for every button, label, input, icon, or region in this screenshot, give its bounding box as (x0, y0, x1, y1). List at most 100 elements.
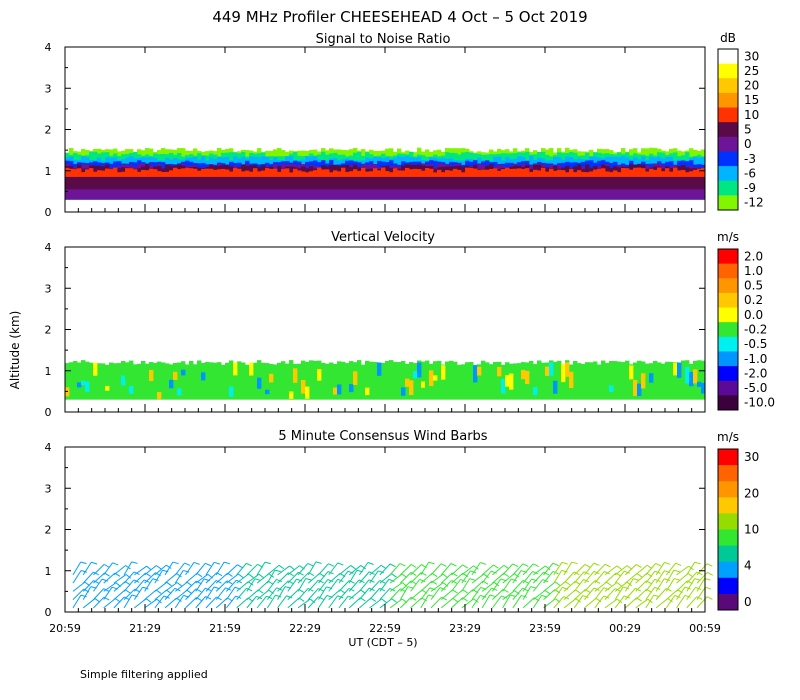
data-cell (565, 360, 570, 400)
wind-barb (440, 580, 452, 592)
colorbar-label: -5.0 (744, 381, 767, 395)
wind-barb (318, 579, 329, 592)
wind-barb (399, 596, 412, 609)
wind-barb (185, 562, 195, 576)
wind-barb (226, 595, 237, 609)
data-cell (685, 167, 690, 190)
data-cell (205, 168, 210, 177)
wind-barb-flag (367, 562, 374, 565)
data-cell (181, 168, 186, 177)
wind-barb-flag (604, 563, 611, 568)
wind-barb (563, 561, 573, 576)
data-cell (281, 169, 286, 177)
data-cell (201, 362, 206, 400)
wind-barb-flag (246, 562, 252, 567)
data-cell (685, 172, 690, 177)
wind-barb-flag (521, 594, 528, 598)
data-cell (321, 165, 326, 190)
data-cell (337, 361, 342, 400)
data-cell (461, 364, 466, 400)
colorbar-label: 0 (744, 137, 752, 151)
data-cell (493, 168, 498, 190)
wind-barb (451, 572, 464, 584)
data-cell (213, 169, 218, 177)
wind-barb (676, 580, 688, 592)
data-cell (673, 167, 678, 190)
wind-barb-flag (80, 594, 87, 598)
x-tick-label: 00:29 (609, 622, 641, 635)
data-cell (229, 360, 234, 400)
wind-barb (72, 581, 86, 592)
data-cell (533, 164, 538, 190)
data-cell (373, 361, 378, 400)
colorbar-swatch (718, 292, 738, 309)
data-cell (697, 168, 702, 177)
data-cell (613, 170, 618, 177)
wind-barb (635, 564, 648, 576)
data-cell (141, 166, 146, 190)
data-cell (569, 371, 574, 388)
wind-barb (440, 563, 452, 576)
wind-barb (635, 588, 647, 600)
wind-barb (134, 572, 146, 584)
data-cell (393, 169, 398, 190)
wind-barb (82, 598, 96, 609)
data-cell (173, 165, 178, 190)
data-cell (469, 167, 474, 177)
wind-barb-flag (156, 565, 162, 570)
data-cell (413, 370, 418, 379)
data-cell (285, 166, 290, 190)
colorbar-label: 15 (744, 93, 759, 107)
wind-barb-flag (131, 561, 138, 564)
wind-barb-flag (93, 580, 100, 584)
data-cell (169, 170, 174, 177)
wind-barb (481, 594, 491, 609)
data-cell (497, 170, 502, 177)
wind-barb (522, 563, 534, 576)
data-cell (577, 363, 582, 400)
colorbar-swatch (718, 395, 738, 411)
wind-barb (72, 594, 82, 609)
data-cell (389, 168, 394, 190)
wind-barb-flag (254, 578, 261, 581)
data-cell (161, 168, 166, 190)
wind-barb-flag (350, 565, 356, 570)
data-cell (473, 365, 478, 383)
wind-barb-flag (238, 573, 244, 579)
wind-barb (144, 565, 157, 576)
data-cell (189, 360, 194, 400)
wind-barb (134, 598, 147, 609)
data-cell (697, 167, 702, 190)
data-cell (117, 168, 122, 190)
data-cell (421, 170, 426, 177)
wind-barb (82, 580, 94, 592)
wind-barb-flag (582, 595, 589, 599)
wind-barb-flag (205, 596, 212, 600)
data-cell (601, 168, 606, 177)
y-tick-label: 1 (45, 365, 52, 378)
data-cell (217, 362, 222, 377)
wind-barb-flag (196, 572, 203, 578)
data-cell (573, 361, 578, 400)
data-cell (333, 387, 338, 395)
data-cell (521, 362, 526, 400)
data-cell (89, 168, 94, 177)
data-cell (581, 168, 586, 190)
wind-barb (451, 564, 463, 576)
data-cell (117, 363, 122, 400)
data-cell (693, 168, 698, 190)
wind-barb (614, 565, 628, 576)
colorbar-frame (717, 48, 739, 211)
wind-barb (655, 598, 669, 609)
wind-barb (287, 597, 300, 609)
wind-barb (348, 589, 362, 601)
data-cell (133, 168, 138, 190)
wind-barb (553, 570, 563, 584)
wind-barb (584, 587, 595, 600)
data-cell (405, 167, 410, 177)
wind-barb (174, 581, 188, 592)
wind-barb (133, 586, 144, 600)
wind-barb-flag (575, 589, 581, 594)
data-cell (281, 361, 286, 400)
data-cell (429, 370, 434, 387)
